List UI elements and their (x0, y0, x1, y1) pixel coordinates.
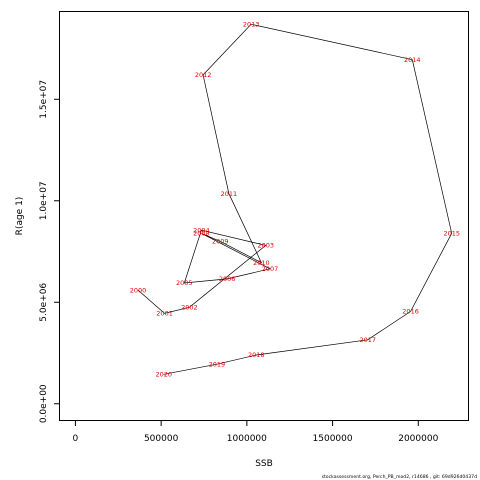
point-label-2007: 2007 (262, 265, 279, 273)
point-label-2002: 2002 (181, 304, 198, 312)
point-label-2015: 2015 (443, 229, 460, 237)
series-trajectory (137, 23, 453, 375)
y-axis-title: R(age 1) (15, 197, 25, 236)
point-label-2008: 2008 (193, 229, 210, 237)
x-tick-label: 2000000 (398, 434, 438, 444)
point-label-2018: 2018 (248, 351, 265, 359)
point-label-2020: 2020 (155, 371, 172, 379)
point-label-2014: 2014 (404, 56, 421, 64)
y-tick-label: 5.0e+06 (39, 283, 49, 322)
point-label-2004: 2004 (193, 226, 210, 234)
point-label-2016: 2016 (402, 308, 419, 316)
point-label-2003: 2003 (257, 242, 274, 250)
y-tick-label: 0.0e+00 (39, 384, 49, 423)
x-tick-label: 0 (73, 434, 79, 444)
x-axis-title: SSB (255, 459, 273, 469)
y-axis: 0.0e+00 5.0e+06 1.0e+07 1.5e+07 (39, 80, 60, 423)
point-label-2010: 2010 (253, 259, 270, 267)
y-tick-label: 1.5e+07 (39, 80, 49, 119)
point-label-2005: 2005 (176, 279, 193, 287)
footer-credit: stockassessment.org, Perch_PB_mod2, r146… (322, 474, 477, 480)
point-label-2000: 2000 (130, 286, 147, 294)
x-axis: 0 500000 1000000 1500000 2000000 (73, 420, 439, 444)
point-label-2017: 2017 (359, 336, 376, 344)
y-tick-label: 1.0e+07 (39, 181, 49, 220)
point-labels: 2000 2001 2002 2003 2004 2005 2006 2007 20082009… (130, 20, 460, 378)
point-label-2013: 2013 (243, 20, 260, 28)
point-label-2009: 2009 (212, 238, 229, 246)
point-label-2019: 2019 (209, 360, 226, 368)
point-label-2006: 2006 (219, 275, 236, 283)
x-tick-label: 500000 (144, 434, 179, 444)
x-tick-label: 1500000 (313, 434, 353, 444)
trajectory-line (137, 23, 453, 375)
point-label-2001: 2001 (156, 310, 173, 318)
point-label-2011: 2011 (221, 190, 238, 198)
point-label-2012: 2012 (195, 71, 212, 79)
x-tick-label: 1000000 (227, 434, 267, 444)
